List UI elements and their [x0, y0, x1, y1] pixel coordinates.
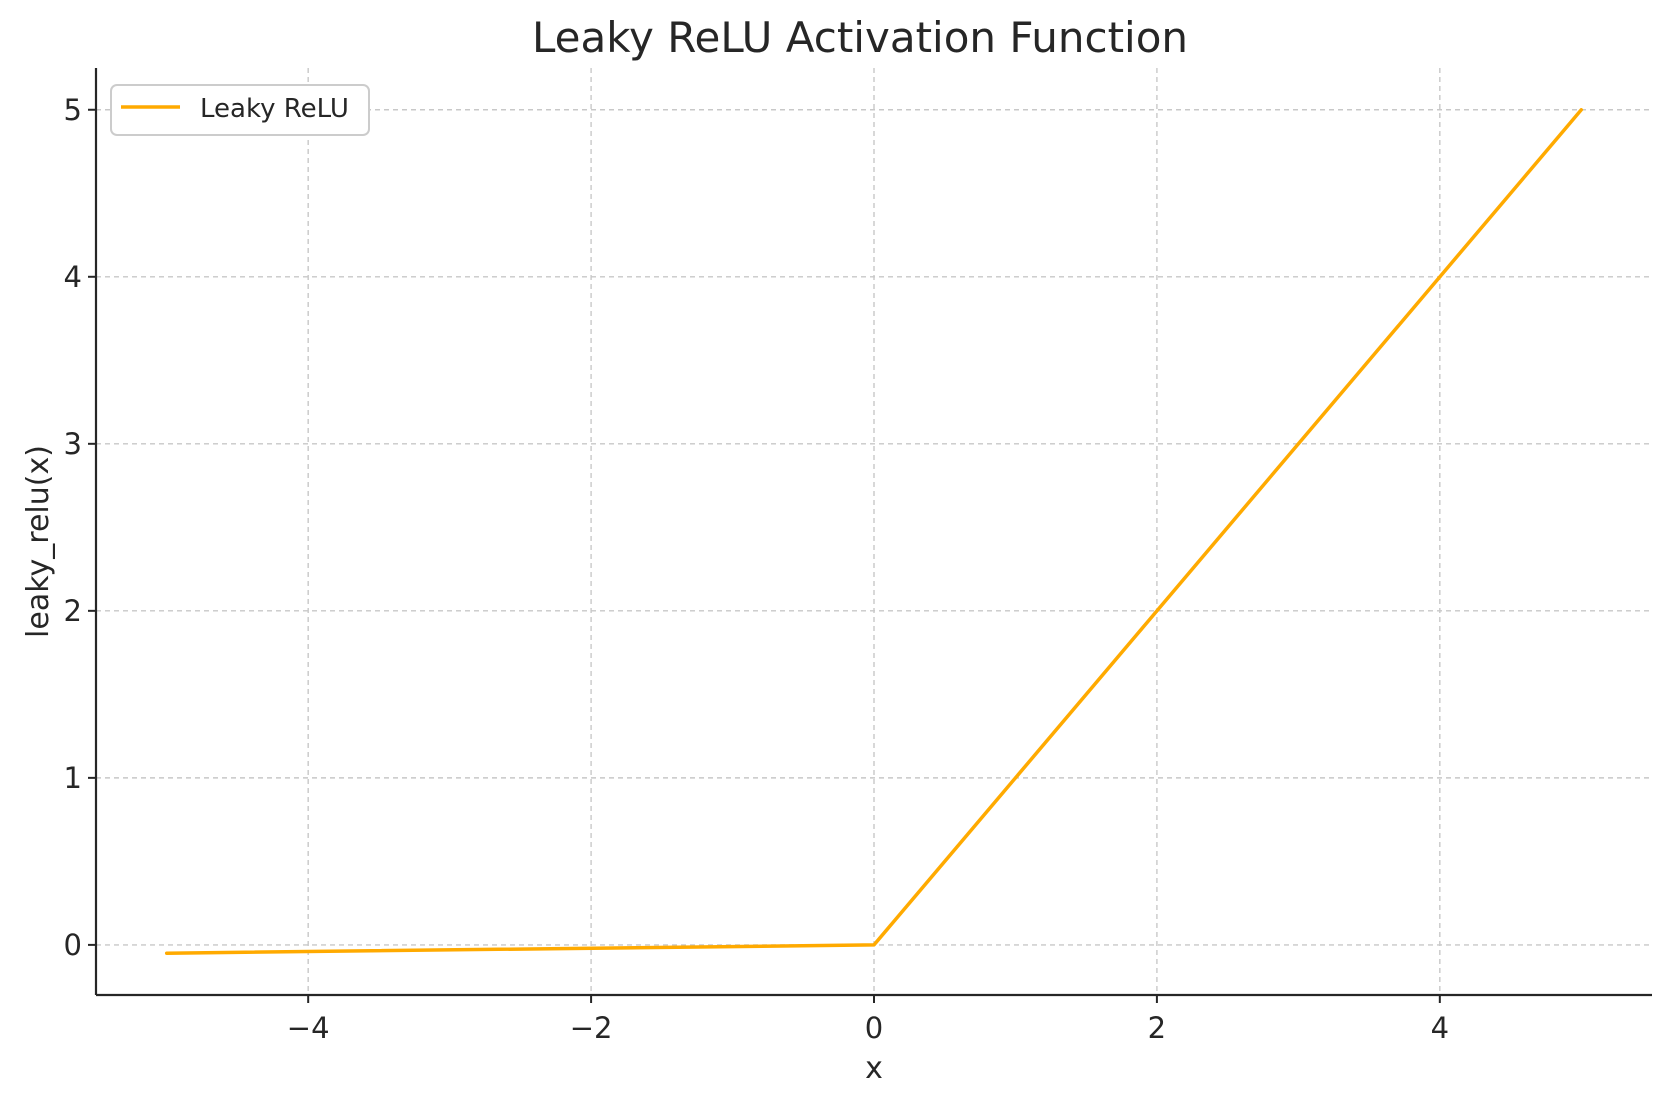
- x-tick-label: 2: [1148, 1011, 1166, 1045]
- legend-box: [110, 84, 370, 136]
- y-axis-label: leaky_relu(x): [21, 445, 56, 638]
- series-line: [164, 108, 1584, 955]
- series-layer: [164, 108, 1584, 955]
- y-tick-label: 3: [64, 427, 82, 461]
- y-tick-label: 1: [64, 761, 82, 795]
- y-tick-label: 2: [64, 594, 82, 628]
- chart-title: Leaky ReLU Activation Function: [532, 13, 1188, 62]
- y-tick-label: 4: [64, 260, 82, 294]
- y-tick-label: 5: [64, 93, 82, 127]
- x-ticks: −4 −2 0 2 4: [287, 995, 1449, 1045]
- x-axis-label: x: [865, 1051, 883, 1086]
- x-tick-label: −4: [287, 1011, 330, 1045]
- x-tick-label: 0: [865, 1011, 883, 1045]
- y-ticks: 0 1 2 3 4 5: [64, 93, 96, 962]
- y-tick-label: 0: [64, 928, 82, 962]
- grid: [96, 68, 1652, 995]
- x-tick-label: −2: [570, 1011, 613, 1045]
- x-tick-label: 4: [1431, 1011, 1449, 1045]
- legend-label: Leaky ReLU: [200, 94, 349, 124]
- legend: Leaky ReLU: [110, 84, 370, 136]
